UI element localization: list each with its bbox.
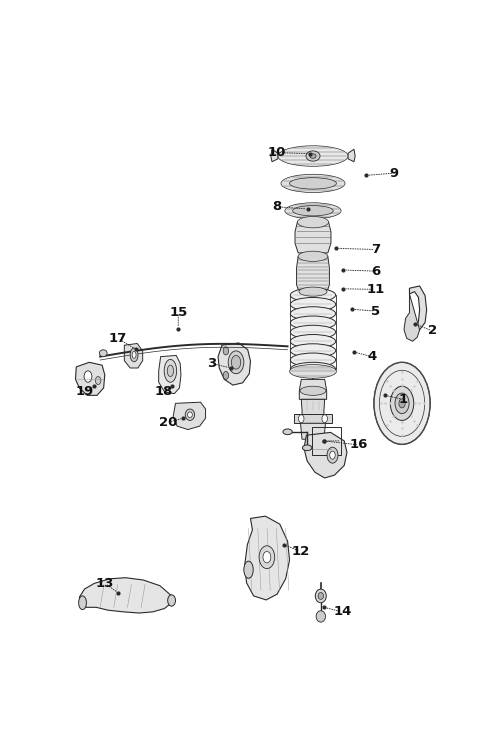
- Ellipse shape: [290, 363, 336, 376]
- Polygon shape: [404, 294, 420, 341]
- Text: 11: 11: [366, 283, 385, 296]
- Ellipse shape: [164, 360, 177, 383]
- Ellipse shape: [278, 146, 348, 166]
- Ellipse shape: [290, 288, 336, 302]
- Ellipse shape: [223, 347, 229, 355]
- Polygon shape: [294, 414, 332, 423]
- Ellipse shape: [290, 178, 337, 189]
- Bar: [312, 427, 342, 454]
- Ellipse shape: [316, 610, 326, 622]
- Text: 20: 20: [159, 416, 177, 428]
- Ellipse shape: [130, 348, 138, 362]
- Ellipse shape: [259, 546, 275, 568]
- Ellipse shape: [285, 203, 341, 219]
- Polygon shape: [76, 363, 105, 395]
- Ellipse shape: [244, 561, 253, 578]
- Ellipse shape: [79, 596, 87, 610]
- Text: 13: 13: [96, 577, 114, 590]
- Ellipse shape: [290, 344, 336, 357]
- Ellipse shape: [95, 377, 101, 385]
- Ellipse shape: [168, 595, 175, 606]
- Ellipse shape: [231, 355, 241, 369]
- Text: 4: 4: [367, 350, 376, 363]
- Polygon shape: [304, 432, 347, 478]
- Text: 2: 2: [427, 324, 436, 337]
- Ellipse shape: [290, 326, 336, 339]
- Ellipse shape: [316, 589, 326, 603]
- Ellipse shape: [290, 353, 336, 367]
- Ellipse shape: [84, 371, 92, 383]
- Ellipse shape: [290, 297, 336, 311]
- Polygon shape: [244, 517, 289, 600]
- Polygon shape: [301, 400, 325, 425]
- Polygon shape: [80, 578, 171, 613]
- Text: 9: 9: [390, 166, 399, 180]
- Ellipse shape: [300, 386, 326, 395]
- Ellipse shape: [322, 414, 328, 423]
- Text: 17: 17: [108, 332, 127, 345]
- Ellipse shape: [374, 363, 430, 444]
- Polygon shape: [348, 149, 355, 162]
- Text: 5: 5: [371, 305, 380, 317]
- Ellipse shape: [185, 409, 195, 420]
- Text: 7: 7: [371, 243, 380, 256]
- Text: 19: 19: [76, 386, 94, 398]
- Ellipse shape: [283, 429, 292, 434]
- Text: 12: 12: [291, 545, 309, 558]
- Polygon shape: [124, 343, 143, 368]
- Polygon shape: [409, 286, 427, 330]
- Ellipse shape: [187, 412, 193, 417]
- Ellipse shape: [290, 307, 336, 320]
- Ellipse shape: [263, 551, 271, 563]
- Ellipse shape: [318, 593, 324, 599]
- Polygon shape: [173, 403, 206, 429]
- Ellipse shape: [132, 352, 136, 358]
- Ellipse shape: [290, 365, 337, 378]
- Ellipse shape: [299, 287, 327, 296]
- Polygon shape: [299, 380, 327, 400]
- Ellipse shape: [297, 216, 329, 228]
- Ellipse shape: [330, 451, 335, 459]
- Polygon shape: [271, 149, 278, 162]
- Polygon shape: [295, 222, 331, 253]
- Text: 14: 14: [333, 605, 351, 619]
- Ellipse shape: [228, 351, 244, 374]
- Ellipse shape: [399, 399, 405, 408]
- Polygon shape: [218, 343, 250, 385]
- Ellipse shape: [290, 334, 336, 349]
- Ellipse shape: [395, 393, 409, 414]
- Text: 10: 10: [268, 146, 286, 159]
- Polygon shape: [296, 256, 330, 292]
- Ellipse shape: [167, 365, 173, 377]
- Text: 1: 1: [398, 393, 407, 406]
- Text: 3: 3: [207, 357, 216, 370]
- Ellipse shape: [290, 316, 336, 330]
- Ellipse shape: [223, 371, 229, 380]
- Ellipse shape: [310, 154, 316, 158]
- Ellipse shape: [298, 414, 304, 423]
- Ellipse shape: [306, 151, 320, 161]
- Ellipse shape: [99, 350, 107, 357]
- Text: 18: 18: [155, 386, 173, 398]
- Ellipse shape: [302, 445, 312, 451]
- Polygon shape: [300, 423, 326, 440]
- Ellipse shape: [281, 174, 345, 192]
- Ellipse shape: [390, 386, 414, 420]
- Text: 16: 16: [350, 438, 368, 451]
- Polygon shape: [159, 355, 181, 394]
- Ellipse shape: [298, 251, 328, 261]
- Text: 15: 15: [169, 306, 187, 319]
- Text: 8: 8: [273, 201, 282, 213]
- Text: 6: 6: [371, 265, 380, 278]
- Ellipse shape: [327, 447, 338, 463]
- Ellipse shape: [293, 206, 333, 216]
